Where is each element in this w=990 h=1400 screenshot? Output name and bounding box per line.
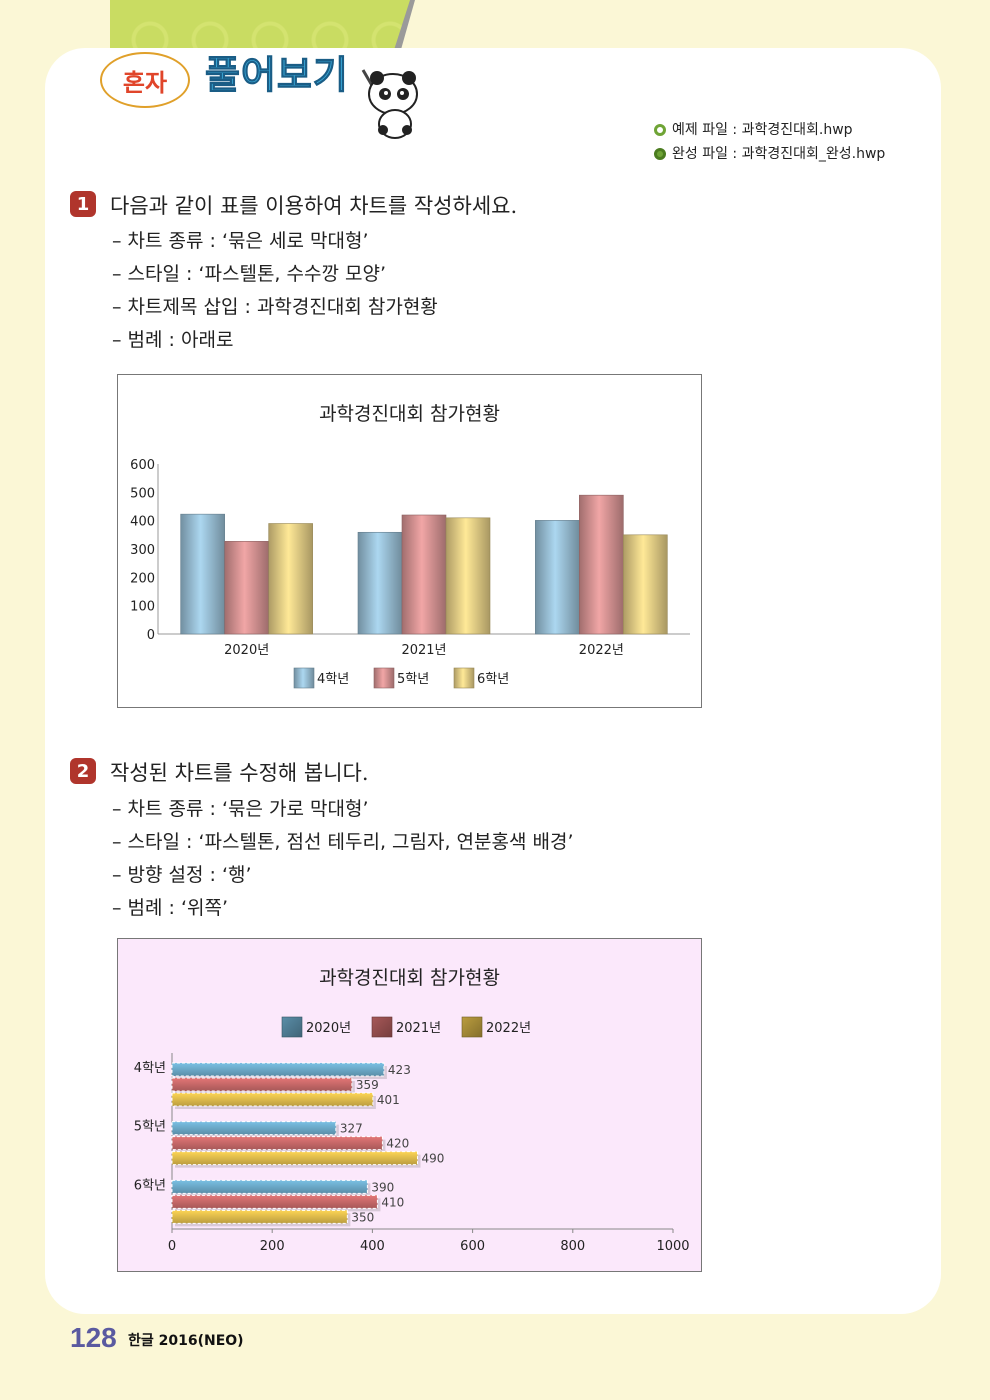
x-tick-label: 2020년 xyxy=(224,643,269,658)
chart-1: 0 100 200 300 400 500 600 2020년 2021년 2022년 4학년 5학년… xyxy=(130,458,690,689)
bar-2020년-6학년 xyxy=(171,1179,368,1194)
legend-label: 2022년 xyxy=(486,1021,531,1036)
legend-swatch xyxy=(293,667,315,689)
bar-2021년-5학년 xyxy=(171,1136,383,1151)
chart-2-title: 과학경진대회 참가현황 xyxy=(319,967,500,989)
x-tick-label: 2021년 xyxy=(401,643,446,658)
x-tick-label: 400 xyxy=(360,1239,385,1254)
x-tick-label: 200 xyxy=(260,1239,285,1254)
data-label: 410 xyxy=(381,1195,404,1209)
data-label: 359 xyxy=(356,1078,379,1092)
bar-4학년-2020년 xyxy=(180,513,225,635)
complete-file: 완성 파일 : 과학경진대회_완성.hwp xyxy=(654,142,885,166)
legend-swatch xyxy=(373,667,395,689)
legend-label: 2020년 xyxy=(306,1021,351,1036)
book-title: 한글 2016(NEO) xyxy=(128,1333,244,1349)
x-tick-label: 0 xyxy=(168,1239,176,1254)
header-title: 풀어보기 xyxy=(205,53,349,98)
y-tick-label: 100 xyxy=(130,600,155,615)
question-1-text: 다음과 같이 표를 이용하여 차트를 작성하세요. xyxy=(110,194,518,218)
y-tick-label: 400 xyxy=(130,515,155,530)
bar-2021년-6학년 xyxy=(171,1194,378,1209)
legend-swatch xyxy=(371,1016,393,1038)
y-tick-label: 0 xyxy=(147,628,155,643)
bar-2022년-6학년 xyxy=(171,1209,348,1224)
list-item: – 범례 : 아래로 xyxy=(112,329,234,351)
list-item: – 스타일 : ‘파스텔톤, 수수깡 모양’ xyxy=(112,263,386,285)
data-label: 490 xyxy=(421,1152,444,1166)
legend-label: 5학년 xyxy=(397,672,429,687)
data-label: 350 xyxy=(351,1210,374,1224)
legend-label: 4학년 xyxy=(317,672,349,687)
bar-2021년-4학년 xyxy=(171,1077,353,1092)
data-label: 401 xyxy=(377,1093,400,1107)
y-tick-label: 6학년 xyxy=(134,1178,166,1193)
data-label: 420 xyxy=(386,1137,409,1151)
list-item: – 스타일 : ‘파스텔톤, 점선 테두리, 그림자, 연분홍색 배경’ xyxy=(112,831,574,853)
circle-outline-icon xyxy=(654,124,666,136)
bar-5학년-2021년 xyxy=(401,514,447,635)
bar-4학년-2021년 xyxy=(357,531,403,635)
question-1-items: – 차트 종류 : ‘묶은 세로 막대형’ – 스타일 : ‘파스텔톤, 수수깡… xyxy=(112,225,438,357)
x-tick-label: 600 xyxy=(460,1239,485,1254)
legend-label: 6학년 xyxy=(477,672,509,687)
y-tick-label: 4학년 xyxy=(134,1061,166,1076)
header-bubble: 혼자 xyxy=(100,52,190,108)
data-label: 423 xyxy=(388,1063,411,1077)
bar-2020년-4학년 xyxy=(171,1062,385,1077)
legend-swatch xyxy=(281,1016,303,1038)
panda-mascot-icon xyxy=(361,69,418,139)
question-2-items: – 차트 종류 : ‘묶은 가로 막대형’ – 스타일 : ‘파스텔톤, 점선 … xyxy=(112,793,574,925)
example-file: 예제 파일 : 과학경진대회.hwp xyxy=(654,118,885,142)
chart-2-frame: 과학경진대회 참가현황 0 200 400 600 800 1000 4학년 423 359 40… xyxy=(117,938,702,1272)
bar-5학년-2022년 xyxy=(579,494,624,635)
bar-2022년-5학년 xyxy=(171,1151,418,1166)
bar-5학년-2020년 xyxy=(224,541,269,635)
data-label: 327 xyxy=(340,1122,363,1136)
bar-4학년-2022년 xyxy=(535,520,580,635)
y-tick-label: 500 xyxy=(130,486,155,501)
list-item: – 방향 설정 : ‘행’ xyxy=(112,864,252,886)
bar-2022년-4학년 xyxy=(171,1092,374,1107)
file-list: 예제 파일 : 과학경진대회.hwp 완성 파일 : 과학경진대회_완성.hwp xyxy=(654,118,885,166)
y-tick-label: 200 xyxy=(130,571,155,586)
list-item: – 범례 : ‘위쪽’ xyxy=(112,897,229,919)
y-tick-label: 300 xyxy=(130,543,155,558)
chart-1-frame: 과학경진대회 참가현황 0 100 200 300 400 500 600 2020년 2021… xyxy=(117,374,702,708)
question-2-text: 작성된 차트를 수정해 봅니다. xyxy=(110,761,369,785)
y-tick-label: 600 xyxy=(130,458,155,473)
list-item: – 차트 종류 : ‘묶은 가로 막대형’ xyxy=(112,798,369,820)
x-tick-label: 1000 xyxy=(656,1239,689,1254)
list-item: – 차트 종류 : ‘묶은 세로 막대형’ xyxy=(112,230,369,252)
data-label: 390 xyxy=(371,1180,394,1194)
question-2-badge: 2 xyxy=(70,758,96,784)
x-tick-label: 800 xyxy=(560,1239,585,1254)
legend-label: 2021년 xyxy=(396,1021,441,1036)
list-item: – 차트제목 삽입 : 과학경진대회 참가현황 xyxy=(112,296,438,318)
chart-1-title: 과학경진대회 참가현황 xyxy=(319,403,500,425)
bar-6학년-2020년 xyxy=(268,523,313,635)
x-tick-label: 2022년 xyxy=(579,643,624,658)
bar-2020년-5학년 xyxy=(171,1121,337,1136)
bar-6학년-2021년 xyxy=(445,517,491,635)
circle-filled-icon xyxy=(654,148,666,160)
page-number: 128 xyxy=(70,1322,117,1353)
bar-6학년-2022년 xyxy=(623,534,668,635)
legend-swatch xyxy=(461,1016,483,1038)
question-1-badge: 1 xyxy=(70,191,96,217)
y-tick-label: 5학년 xyxy=(134,1120,166,1135)
legend-swatch xyxy=(453,667,475,689)
